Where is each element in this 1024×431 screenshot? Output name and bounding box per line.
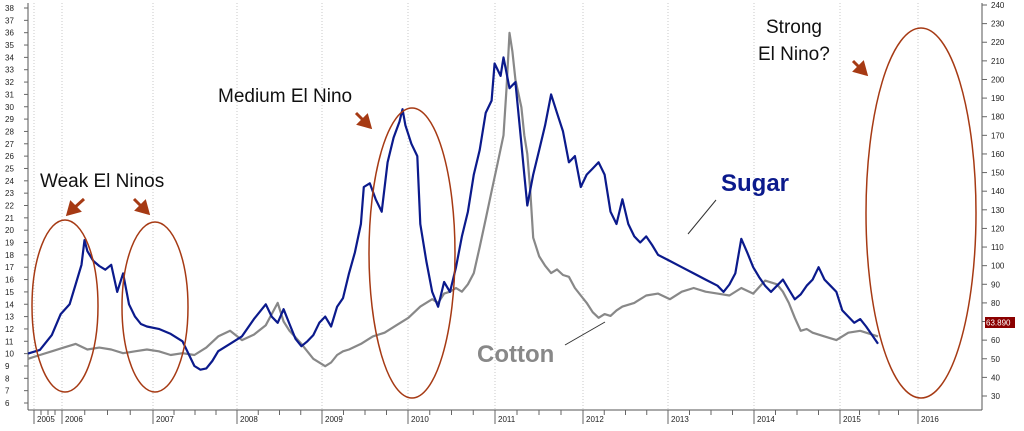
x-tick-label: 2009 xyxy=(325,415,343,424)
left-tick-label: 9 xyxy=(5,362,10,371)
series-label-sugar: Sugar xyxy=(721,170,789,197)
left-tick-label: 18 xyxy=(5,251,14,260)
label-pointers xyxy=(564,199,717,346)
last-value-marker: 63.890 xyxy=(985,317,1015,328)
series-lines xyxy=(27,31,879,371)
right-tick-label: 130 xyxy=(991,206,1005,215)
left-tick-label: 32 xyxy=(5,78,14,87)
right-tick-label: 220 xyxy=(991,38,1005,47)
left-axis: 6 7 8 9 10 11 12 13 14 15 16 17 18 19 20 21 22 23 24 25 26 27… xyxy=(5,4,28,408)
series-line-sugar xyxy=(27,56,879,371)
x-tick-label: 2013 xyxy=(671,415,689,424)
left-tick-label: 28 xyxy=(5,127,14,136)
left-tick-label: 15 xyxy=(5,288,14,297)
x-tick-label: 2016 xyxy=(921,415,939,424)
annotation-el-nino-question: El Nino? xyxy=(758,44,830,65)
vertical-gridlines xyxy=(33,3,919,410)
right-tick-label: 60 xyxy=(991,336,1000,345)
right-tick-label: 190 xyxy=(991,94,1005,103)
series-label-cotton: Cotton xyxy=(477,341,554,368)
left-tick-label: 16 xyxy=(5,276,14,285)
ellipse-weak-el-nino-2 xyxy=(121,221,189,393)
x-tick-label: 2010 xyxy=(411,415,429,424)
right-tick-label: 200 xyxy=(991,75,1005,84)
x-tick-label: 2012 xyxy=(586,415,604,424)
left-tick-label: 12 xyxy=(5,325,14,334)
arrow-icon xyxy=(851,59,869,77)
left-tick-label: 20 xyxy=(5,226,14,235)
right-tick-label: 170 xyxy=(991,131,1005,140)
x-tick-label: 2008 xyxy=(240,415,258,424)
left-tick-label: 11 xyxy=(5,337,14,346)
right-tick-label: 150 xyxy=(991,169,1005,178)
left-tick-label: 23 xyxy=(5,189,14,198)
left-tick-label: 22 xyxy=(5,202,14,211)
right-tick-label: 110 xyxy=(991,243,1004,252)
left-tick-label: 24 xyxy=(5,177,14,186)
right-tick-label: 50 xyxy=(991,355,1000,364)
x-tick-label: 2015 xyxy=(843,415,861,424)
left-tick-label: 17 xyxy=(5,263,14,272)
right-tick-label: 100 xyxy=(991,262,1005,271)
left-tick-label: 33 xyxy=(5,66,14,75)
right-tick-label: 180 xyxy=(991,113,1005,122)
left-tick-label: 8 xyxy=(5,374,10,383)
x-tick-label: 2007 xyxy=(156,415,174,424)
left-tick-label: 38 xyxy=(5,4,14,13)
el-nino-markers xyxy=(31,27,977,399)
right-tick-label: 80 xyxy=(991,299,1000,308)
left-tick-label: 35 xyxy=(5,41,14,50)
left-tick-label: 27 xyxy=(5,140,14,149)
annotation-arrows xyxy=(65,59,869,217)
arrow-icon xyxy=(132,197,151,216)
x-axis: 2005 2006 2007 2008 2009 2010 2011 2012 2013 2014… xyxy=(33,410,939,424)
right-tick-label: 90 xyxy=(991,280,1000,289)
left-tick-label: 13 xyxy=(5,313,14,322)
ellipse-strong-el-nino xyxy=(865,27,977,399)
right-tick-label: 30 xyxy=(991,392,1000,401)
right-tick-label: 120 xyxy=(991,224,1005,233)
left-tick-label: 6 xyxy=(5,399,10,408)
annotation-medium-el-nino: Medium El Nino xyxy=(218,86,352,107)
x-tick-label: 2014 xyxy=(757,415,775,424)
ellipse-medium-el-nino xyxy=(368,107,456,399)
left-tick-label: 34 xyxy=(5,53,14,62)
arrow-icon xyxy=(354,111,373,130)
left-tick-label: 10 xyxy=(5,350,14,359)
annotation-weak-el-ninos: Weak El Ninos xyxy=(40,171,164,192)
right-tick-label: 160 xyxy=(991,150,1005,159)
cotton-pointer-line xyxy=(564,321,606,346)
annotation-strong: Strong xyxy=(766,17,822,38)
left-tick-label: 31 xyxy=(5,90,14,99)
left-tick-label: 26 xyxy=(5,152,14,161)
sugar-pointer-line xyxy=(687,199,717,235)
right-tick-label: 210 xyxy=(991,57,1005,66)
left-tick-label: 7 xyxy=(5,387,10,396)
left-tick-label: 29 xyxy=(5,115,14,124)
x-tick-label: 2006 xyxy=(65,415,83,424)
arrow-icon xyxy=(65,197,86,217)
svg-text:63.890: 63.890 xyxy=(986,319,1011,328)
x-tick-label: 2011 xyxy=(498,415,516,424)
left-tick-label: 37 xyxy=(5,16,14,25)
left-tick-label: 25 xyxy=(5,164,14,173)
right-tick-label: 40 xyxy=(991,373,1000,382)
left-tick-label: 14 xyxy=(5,300,14,309)
x-tick-label: 2005 xyxy=(37,415,55,424)
right-tick-label: 240 xyxy=(991,1,1005,10)
ellipse-weak-el-nino-1 xyxy=(31,219,99,393)
plot-border xyxy=(27,3,983,411)
left-tick-label: 30 xyxy=(5,103,14,112)
left-tick-label: 36 xyxy=(5,29,14,38)
series-line-cotton xyxy=(27,31,879,368)
left-tick-label: 21 xyxy=(5,214,14,223)
left-tick-label: 19 xyxy=(5,239,14,248)
right-tick-label: 230 xyxy=(991,20,1005,29)
right-tick-label: 140 xyxy=(991,187,1005,196)
